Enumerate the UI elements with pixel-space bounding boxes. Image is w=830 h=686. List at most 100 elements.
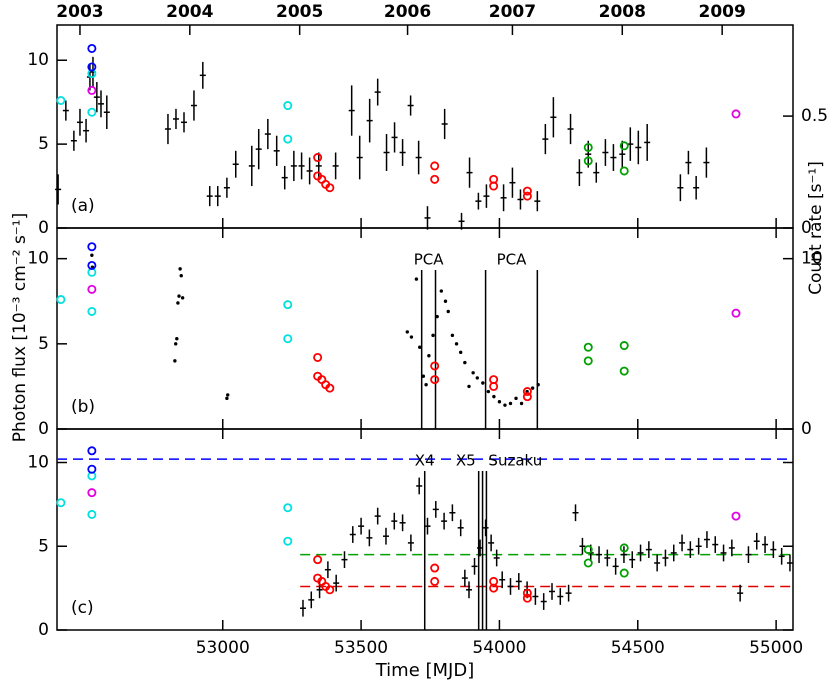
data-point — [414, 277, 419, 281]
data-point — [430, 174, 440, 184]
data-point — [619, 543, 629, 553]
data-point — [56, 498, 66, 508]
top-tick-label: 2008 — [599, 2, 646, 22]
data-point — [176, 301, 180, 305]
data-point — [431, 333, 435, 338]
data-point — [325, 383, 335, 393]
data-point — [497, 400, 502, 404]
data-point — [56, 95, 66, 105]
data-point — [87, 488, 97, 498]
data-point — [56, 295, 66, 305]
data-point — [619, 341, 629, 351]
data-point — [446, 309, 450, 314]
data-point — [522, 191, 532, 201]
data-point — [619, 568, 629, 578]
data-point — [489, 381, 499, 391]
data-point — [313, 153, 323, 163]
data-point — [454, 342, 459, 346]
y2-tick-label: 0 — [801, 218, 812, 238]
data-point — [87, 260, 97, 270]
data-point — [283, 101, 293, 111]
top-tick-label: 2004 — [166, 2, 213, 22]
data-point — [173, 359, 177, 363]
data-point — [583, 545, 593, 555]
data-point — [619, 166, 629, 176]
y-tick-label: 5 — [38, 536, 49, 556]
data-point — [174, 342, 178, 346]
data-point — [430, 361, 440, 371]
y-tick-label: 5 — [38, 334, 49, 354]
data-point — [583, 142, 593, 152]
data-point — [583, 342, 593, 352]
x-tick-label: 53000 — [196, 638, 250, 658]
data-point — [179, 273, 183, 278]
data-point — [283, 300, 293, 310]
x-axis-label: Time [MJD] — [375, 660, 475, 681]
y-tick-label: 0 — [38, 419, 49, 439]
data-point — [325, 585, 335, 595]
data-point — [177, 294, 181, 298]
data-point — [87, 43, 97, 53]
data-point — [522, 392, 532, 402]
data-point — [536, 383, 540, 387]
x-tick-label: 54500 — [611, 638, 665, 658]
event-label: PCA — [414, 251, 445, 269]
data-point — [87, 509, 97, 519]
data-point — [619, 366, 629, 376]
data-point — [530, 386, 535, 390]
data-point — [87, 284, 97, 294]
y-tick-label: 0 — [38, 218, 49, 238]
data-point — [87, 446, 97, 456]
data-point — [180, 296, 185, 300]
data-point — [313, 352, 323, 362]
data-point — [475, 376, 479, 380]
data-point — [731, 109, 741, 119]
data-point — [90, 253, 94, 257]
data-point — [471, 371, 475, 375]
top-tick-label: 2009 — [699, 2, 746, 22]
data-point — [313, 555, 323, 565]
y-tick-label: 10 — [27, 249, 49, 269]
data-point — [481, 381, 485, 385]
top-tick-label: 2007 — [489, 2, 536, 22]
data-point — [283, 536, 293, 546]
data-point — [489, 583, 499, 593]
data-point — [522, 588, 532, 598]
data-point — [619, 141, 629, 151]
event-label: PCA — [497, 251, 528, 269]
data-point — [503, 403, 507, 407]
x-tick-label: 54000 — [472, 638, 526, 658]
data-point — [421, 374, 426, 378]
data-point — [430, 375, 440, 385]
data-point — [325, 183, 335, 193]
data-point — [489, 181, 499, 191]
data-point — [458, 350, 463, 355]
data-point — [486, 389, 491, 394]
data-point — [87, 464, 97, 474]
data-point — [522, 186, 532, 196]
event-label: X4 — [415, 452, 435, 470]
top-tick-label: 2003 — [56, 2, 103, 22]
data-point — [427, 354, 431, 358]
data-point — [283, 334, 293, 344]
panel-label: (a) — [71, 196, 95, 216]
event-label: Suzaku — [488, 452, 542, 470]
panel-label: (b) — [71, 397, 95, 417]
data-point — [492, 394, 496, 399]
data-point — [731, 308, 741, 318]
data-point — [583, 558, 593, 568]
data-point — [522, 593, 532, 603]
data-point — [175, 337, 179, 341]
y-axis-label: Photon flux [10⁻³ cm⁻² s⁻¹] — [10, 213, 30, 442]
data-point — [430, 563, 440, 573]
data-point — [508, 401, 513, 406]
y2-axis-label: Count rate [s⁻¹] — [806, 161, 826, 295]
data-point — [283, 503, 293, 513]
y-tick-label: 10 — [27, 50, 49, 70]
x-tick-label: 53500 — [334, 638, 388, 658]
y2-tick-label: 10 — [801, 249, 823, 269]
data-point — [87, 306, 97, 316]
y-tick-label: 5 — [38, 134, 49, 154]
top-tick-label: 2006 — [384, 2, 431, 22]
data-point — [430, 576, 440, 586]
